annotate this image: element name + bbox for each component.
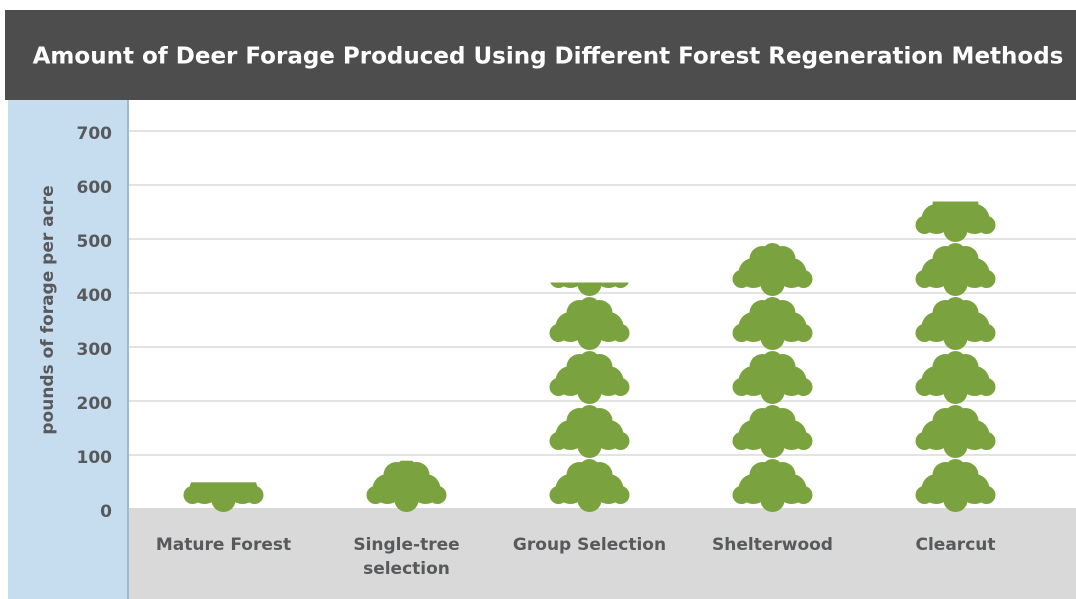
bar bbox=[911, 202, 1001, 513]
y-tick-label: 500 bbox=[77, 232, 113, 252]
bar bbox=[362, 461, 452, 512]
x-tick-label: Clearcut bbox=[876, 533, 1036, 557]
chart-title: Amount of Deer Forage Produced Using Dif… bbox=[33, 44, 1064, 70]
y-tick-label: 400 bbox=[77, 286, 113, 306]
chart: Amount of Deer Forage Produced Using Dif… bbox=[0, 0, 1076, 599]
x-tick-label: Single-tree selection bbox=[327, 533, 487, 581]
y-tick-label: 200 bbox=[77, 394, 113, 414]
y-axis-title: pounds of forage per acre bbox=[38, 185, 58, 434]
y-tick-label: 700 bbox=[77, 124, 113, 144]
x-tick-label: Mature Forest bbox=[144, 533, 304, 557]
y-tick-label: 300 bbox=[77, 340, 113, 360]
bar bbox=[179, 482, 269, 512]
x-tick-label: Group Selection bbox=[510, 533, 670, 557]
bar bbox=[545, 283, 635, 513]
y-tick-label: 0 bbox=[100, 502, 112, 522]
y-tick-label: 100 bbox=[77, 448, 113, 468]
y-tick-label: 600 bbox=[77, 178, 113, 198]
x-tick-label: Shelterwood bbox=[693, 533, 853, 557]
page: {"chart_data": {"type": "pictograph-bar"… bbox=[0, 0, 1076, 599]
bar bbox=[728, 242, 818, 512]
